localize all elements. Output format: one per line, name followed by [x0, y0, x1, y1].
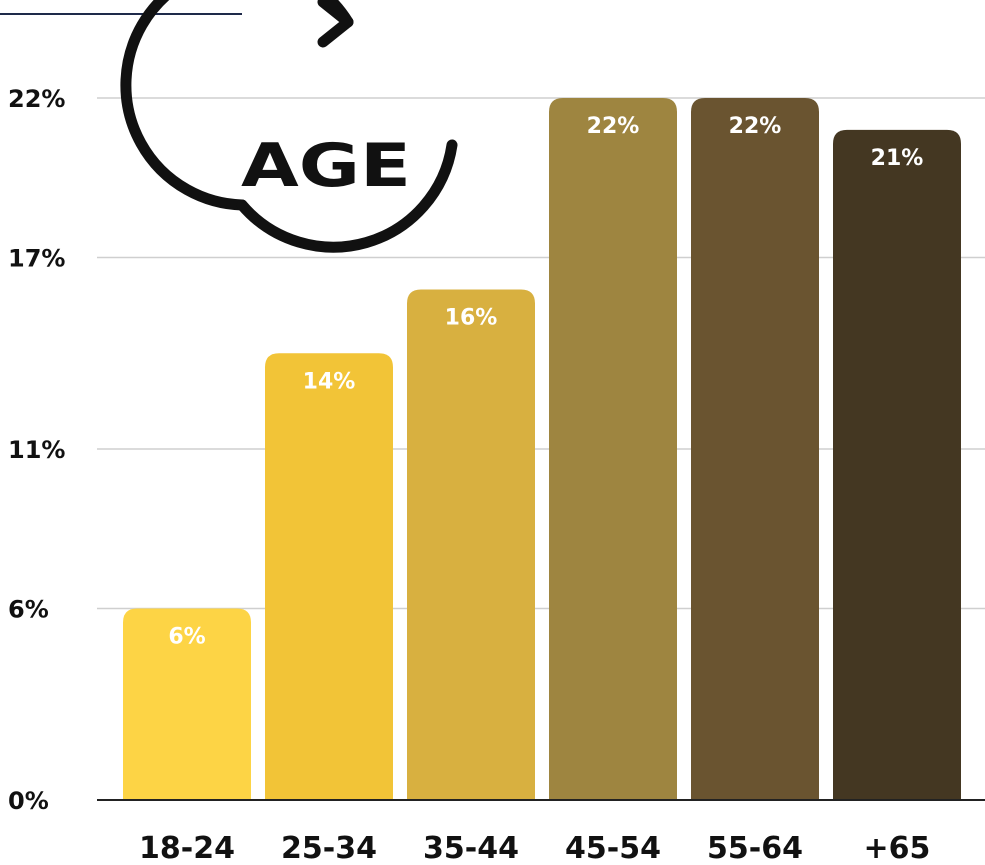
circular-arrow-tail-icon: [236, 139, 458, 253]
bars: [123, 98, 961, 801]
data-label: 22%: [587, 114, 640, 139]
data-label: 16%: [445, 305, 498, 330]
y-axis-tick-labels: 0% 6% 11% 17% 22%: [8, 85, 65, 815]
x-axis-category-labels: 18-24 25-34 35-44 45-54 55-64 +65: [139, 831, 930, 865]
circular-arrow-icon: [120, 0, 354, 211]
data-label: 6%: [168, 625, 205, 650]
category-label: 45-54: [565, 831, 661, 865]
y-tick-label: 11%: [8, 436, 65, 464]
logo-text: AGE: [241, 131, 411, 201]
data-label: 14%: [303, 369, 356, 394]
y-tick-label: 17%: [8, 245, 65, 273]
category-label: +65: [864, 831, 931, 865]
age-logo: AGE: [120, 0, 458, 253]
category-label: 18-24: [139, 831, 235, 865]
data-label: 22%: [729, 114, 782, 139]
y-tick-label: 22%: [8, 85, 65, 113]
data-label: 21%: [871, 146, 924, 171]
bar-45-54: [549, 98, 677, 800]
y-tick-label: 0%: [8, 787, 49, 815]
bar-55-64: [691, 98, 819, 800]
bar-35-44: [407, 289, 535, 800]
category-label: 35-44: [423, 831, 519, 865]
data-labels: 6% 14% 16% 22% 22% 21%: [168, 114, 923, 650]
bar-+65: [833, 129, 961, 801]
bar-18-24: [123, 608, 251, 800]
category-label: 25-34: [281, 831, 377, 865]
y-tick-label: 6%: [8, 596, 49, 624]
arrowhead-icon: [317, 0, 354, 48]
bar-25-34: [265, 353, 393, 800]
category-label: 55-64: [707, 831, 803, 865]
